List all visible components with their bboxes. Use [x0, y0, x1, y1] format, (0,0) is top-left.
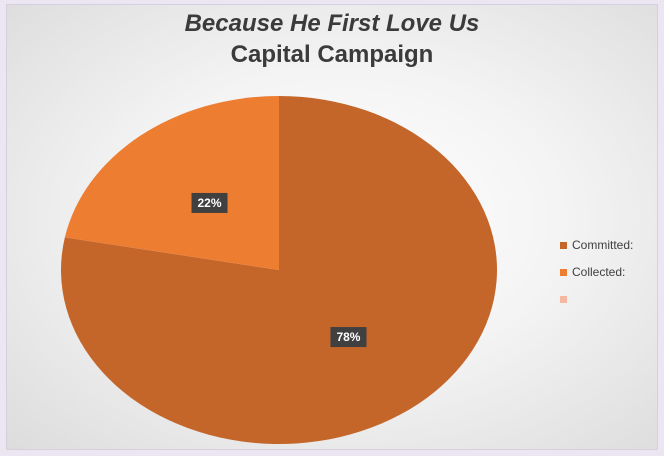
chart-subtitle: Capital Campaign	[230, 41, 434, 68]
data-label-box	[191, 192, 228, 213]
data-label-box	[330, 327, 367, 348]
legend-item-collected: Collected:	[560, 265, 633, 279]
legend-item-third	[560, 292, 633, 306]
legend-item-committed: Committed:	[560, 238, 633, 252]
data-label-collected: 22%	[191, 192, 228, 213]
legend-label-committed: Committed:	[572, 238, 634, 252]
chart-titles: Because He First Love Us Capital Campaig…	[0, 10, 664, 72]
chart-title: Because He First Love Us	[184, 10, 480, 37]
legend-swatch-third	[560, 295, 567, 303]
slice-collected	[64, 96, 279, 270]
data-label-text: 78%	[336, 330, 360, 344]
data-label-text: 22%	[198, 196, 222, 210]
data-label-committed: 78%	[330, 327, 367, 348]
legend-swatch-committed	[560, 241, 567, 249]
legend-label-collected: Collected:	[572, 265, 626, 279]
legend-swatch-collected	[560, 268, 567, 276]
legend: Committed: Collected:	[560, 238, 633, 319]
